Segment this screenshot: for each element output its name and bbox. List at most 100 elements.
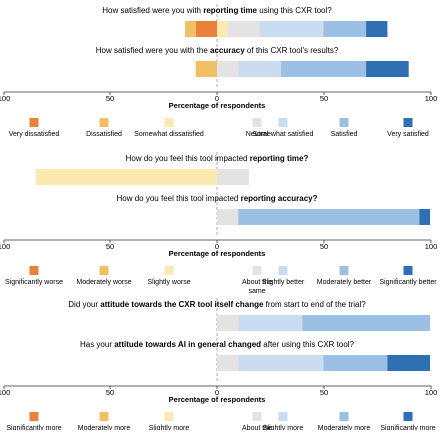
bar-segment [280, 61, 367, 77]
question-title: How satisfied were you with reporting ti… [102, 6, 332, 15]
bar-segment [217, 315, 239, 331]
question-emphasis: attitude towards AI in general changed [114, 340, 261, 349]
legend-swatch [164, 412, 174, 421]
x-tick-label: 100 [425, 388, 438, 397]
legend-swatch [403, 118, 413, 127]
bar-segment [35, 169, 218, 185]
x-tick-label: 50 [320, 388, 328, 397]
bar-segment [419, 209, 430, 225]
question-prefix: How do you feel this tool impacted [117, 194, 241, 203]
legend-label: Slightly better [262, 279, 305, 286]
x-tick-label: 100 [0, 94, 10, 103]
legend-label: Dissatisfied [86, 131, 122, 138]
legend-label: Somewhat satisfied [253, 131, 314, 138]
legend-swatch [99, 412, 109, 421]
bar-segment [302, 315, 430, 331]
legend-label: Significantly more [380, 425, 435, 430]
bar-segment [217, 209, 239, 225]
bar-segment [366, 21, 388, 37]
question-suffix: of this CXR tool's results? [245, 46, 339, 55]
bar-segment [195, 61, 217, 77]
bar-segment [238, 315, 303, 331]
legend-swatch [29, 412, 39, 421]
x-tick-label: 0 [215, 242, 219, 251]
panel-1: How satisfied were you with reporting ti… [0, 4, 437, 138]
x-axis-label: Percentage of respondents [169, 395, 266, 404]
legend-label: Significantly better [379, 279, 437, 286]
question-suffix: using this CXR tool? [257, 6, 332, 15]
legend-swatch [99, 118, 109, 127]
legend-swatch [339, 266, 349, 275]
bar-segment [323, 21, 367, 37]
question-prefix: Has your [80, 340, 114, 349]
legend-swatch [29, 118, 39, 127]
legend-swatch [252, 412, 262, 421]
question-title: Did your attitude towards the CXR tool i… [68, 300, 366, 309]
question-title: Has your attitude towards AI in general … [80, 340, 355, 349]
legend-label: About the [242, 425, 272, 430]
x-tick-label: 50 [320, 94, 328, 103]
x-axis-label: Percentage of respondents [169, 249, 266, 258]
question-title: How do you feel this tool impacted repor… [126, 154, 309, 163]
legend-label: Somewhat dissatisfied [134, 131, 204, 138]
legend-label: Slightly more [149, 425, 190, 430]
legend-swatch [164, 266, 174, 275]
x-tick-label: 50 [106, 388, 114, 397]
question-emphasis: attitude towards the CXR tool itself cha… [100, 300, 264, 309]
bar-segment [238, 209, 420, 225]
question-prefix: How satisfied were you with the [96, 46, 210, 55]
bar-segment [227, 21, 260, 37]
legend-swatch [339, 118, 349, 127]
bar-segment [195, 21, 217, 37]
x-tick-label: 50 [106, 94, 114, 103]
bar-segment [217, 21, 228, 37]
x-tick-label: 100 [425, 94, 438, 103]
question-emphasis: reporting time? [250, 154, 309, 163]
question-suffix: after using this CXR tool? [261, 340, 354, 349]
question-prefix: How do you feel this tool impacted [126, 154, 250, 163]
bar-segment [387, 355, 430, 371]
legend-swatch [278, 266, 288, 275]
x-tick-label: 50 [106, 242, 114, 251]
bar-segment [259, 21, 324, 37]
legend-label: Significantly worse [5, 279, 63, 286]
legend-swatch [403, 266, 413, 275]
bar-segment [366, 61, 409, 77]
legend-swatch [252, 118, 262, 127]
x-tick-label: 100 [0, 242, 10, 251]
legend-label: Moderately more [78, 425, 131, 430]
legend-label: Moderately worse [76, 279, 131, 286]
panel-2: How do you feel this tool impacted repor… [0, 152, 437, 295]
bar-segment [238, 61, 281, 77]
legend-label: Slightly more [263, 425, 304, 430]
x-tick-label: 50 [320, 242, 328, 251]
bar-segment [217, 169, 249, 185]
legend-swatch [99, 266, 109, 275]
x-tick-label: 100 [0, 388, 10, 397]
question-suffix: from start to end of the trial? [263, 300, 366, 309]
legend-swatch [252, 266, 262, 275]
x-tick-label: 100 [425, 242, 438, 251]
question-emphasis: reporting accuracy? [241, 194, 318, 203]
question-title: How satisfied were you with the accuracy… [96, 46, 339, 55]
x-axis-label: Percentage of respondents [169, 101, 266, 110]
legend-label: Very satisfied [387, 131, 429, 138]
legend-label: Significantly more [6, 425, 61, 430]
legend-label: Neutral [246, 131, 269, 138]
legend-swatch [278, 118, 288, 127]
bar-segment [185, 21, 196, 37]
legend-label: Moderately more [318, 425, 371, 430]
legend-label: same [248, 288, 265, 295]
legend-swatch [339, 412, 349, 421]
legend-swatch [278, 412, 288, 421]
legend-label: About the [242, 279, 272, 286]
x-tick-label: 0 [215, 94, 219, 103]
question-prefix: How satisfied were you with [102, 6, 203, 15]
bar-segment [323, 355, 388, 371]
question-title: How do you feel this tool impacted repor… [117, 194, 318, 203]
legend-label: Moderately better [317, 279, 372, 286]
legend-label: Slightly worse [147, 279, 190, 286]
x-tick-label: 0 [215, 388, 219, 397]
